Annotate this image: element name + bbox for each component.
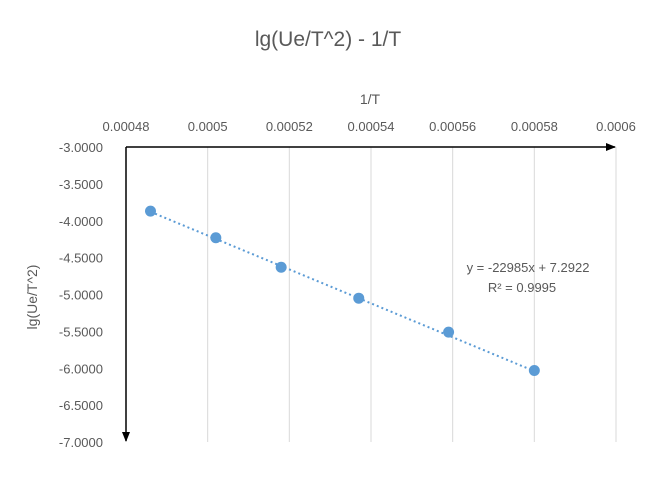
x-tick-label: 0.0006 [596,119,636,134]
y-tick-label: -6.5000 [59,398,103,413]
y-tick-label: -4.5000 [59,251,103,266]
trendline-r-squared: R² = 0.9995 [488,280,556,295]
trendline [150,210,535,373]
tick-labels: 0.00048 0.0005 0.00052 0.00054 0.00056 0.0005… [59,119,636,450]
y-tick-label: -5.0000 [59,288,103,303]
x-tick-label: 0.00048 [103,119,150,134]
chart-title: lg(Ue/T^2) - 1/T [255,28,402,51]
y-tick-label: -3.0000 [59,140,103,155]
axes [122,143,616,442]
data-point [528,364,540,376]
y-tick-label: -3.5000 [59,177,103,192]
y-axis-title: lg(Ue/T^2) [24,265,40,330]
data-point [275,261,287,273]
gridlines [207,147,617,442]
x-tick-label: 0.00058 [511,119,558,134]
x-tick-label: 0.0005 [188,119,228,134]
y-tick-label: -4.0000 [59,214,103,229]
y-tick-label: -6.0000 [59,361,103,376]
trendline-group [150,210,535,373]
data-point [145,205,156,217]
data-points [145,205,540,376]
data-point [353,292,365,304]
x-tick-label: 0.00052 [266,119,313,134]
trendline-equation: y = -22985x + 7.2922 [467,260,590,275]
x-tick-label: 0.00056 [429,119,476,134]
x-axis-title: 1/T [360,91,381,107]
y-tick-label: -5.5000 [59,324,103,339]
data-point [210,232,222,244]
x-tick-label: 0.00054 [348,119,395,134]
data-point [443,326,455,338]
y-tick-label: -7.0000 [59,435,103,450]
